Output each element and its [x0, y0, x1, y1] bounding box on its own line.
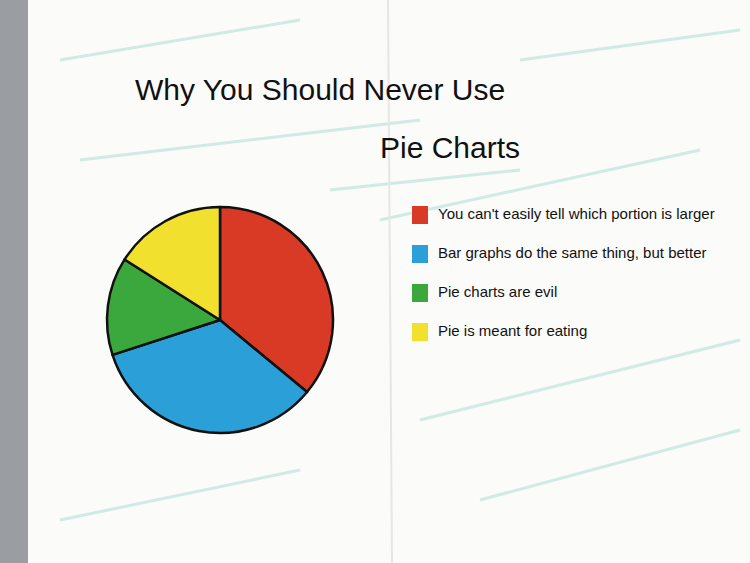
legend-label: Bar graphs do the same thing, but better: [438, 244, 707, 262]
paper: [28, 0, 750, 563]
scribble: [60, 20, 300, 60]
legend-item: Pie is meant for eating: [412, 322, 742, 341]
legend-swatch: [412, 245, 428, 263]
legend-label: Pie charts are evil: [438, 283, 557, 301]
scribble: [520, 30, 740, 60]
scribble: [60, 470, 300, 520]
slice: [125, 207, 220, 320]
legend-item: Pie charts are evil: [412, 283, 742, 302]
scribble: [480, 430, 740, 500]
legend-item: You can't easily tell which portion is l…: [412, 205, 742, 224]
title: Why You Should Never UsePie Charts: [135, 73, 520, 164]
scribble: [330, 170, 520, 190]
background-edge: [0, 0, 28, 563]
scribble: [420, 340, 740, 420]
legend: You can't easily tell which portion is l…: [412, 205, 742, 361]
legend-item: Bar graphs do the same thing, but better: [412, 244, 742, 263]
scribble: [80, 120, 420, 160]
chart: Why You Should Never UsePie Charts: [0, 0, 750, 563]
legend-label: You can't easily tell which portion is l…: [438, 205, 715, 223]
legend-label: Pie is meant for eating: [438, 322, 587, 340]
legend-swatch: [412, 206, 428, 224]
scribbles: [60, 20, 740, 520]
legend-swatch: [412, 323, 428, 341]
stage: Why You Should Never UsePie Charts You c…: [0, 0, 750, 563]
pie: [107, 207, 333, 433]
legend-swatch: [412, 284, 428, 302]
